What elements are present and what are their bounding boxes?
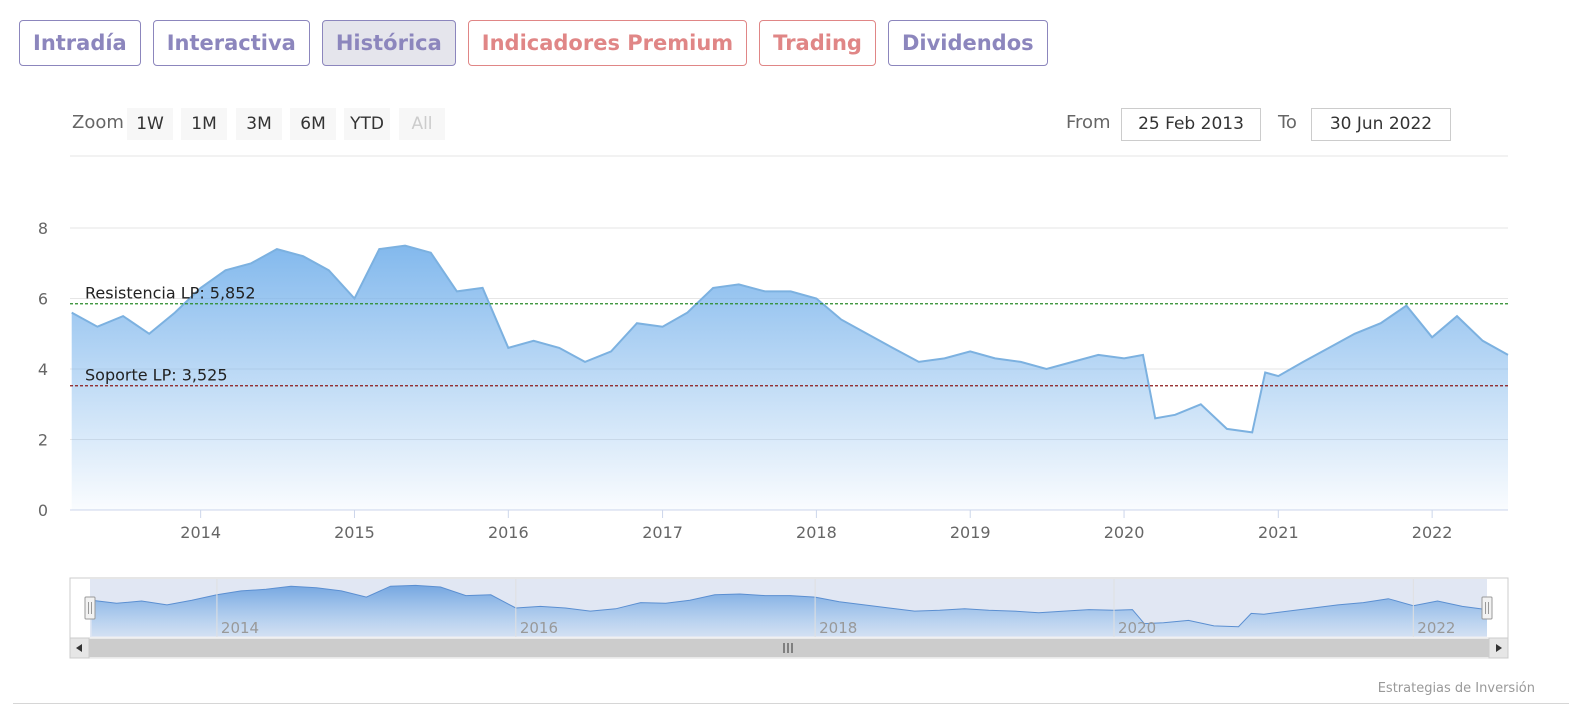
credits: Estrategias de Inversión <box>1377 681 1535 696</box>
to-date-input[interactable]: 30 Jun 2022 <box>1311 108 1451 141</box>
bottom-divider <box>13 703 1569 704</box>
x-tick-label: 2022 <box>1412 523 1453 542</box>
navigator-tick-label: 2020 <box>1118 619 1156 637</box>
x-tick-label: 2020 <box>1104 523 1145 542</box>
zoom-label: Zoom <box>72 112 124 133</box>
support-label: Soporte LP: 3,525 <box>85 366 228 385</box>
zoom-button-6m[interactable]: 6M <box>290 108 336 140</box>
from-label: From <box>1066 112 1111 133</box>
navigator[interactable]: 2014 2016 2018 2020 2022 <box>69 577 1509 639</box>
y-tick-label: 6 <box>38 290 48 309</box>
from-date-input[interactable]: 25 Feb 2013 <box>1121 108 1261 141</box>
x-tick-label: 2021 <box>1258 523 1299 542</box>
x-tick-label: 2019 <box>950 523 991 542</box>
series-area-fill <box>71 245 1509 510</box>
zoom-button-1w[interactable]: 1W <box>127 108 173 140</box>
to-label: To <box>1278 112 1297 133</box>
x-tick-label: 2017 <box>642 523 683 542</box>
navigator-tick-label: 2016 <box>520 619 558 637</box>
tab-trading[interactable]: Trading <box>759 20 876 66</box>
navigator-tick-label: 2018 <box>819 619 857 637</box>
tab-interactiva[interactable]: Interactiva <box>152 20 310 66</box>
zoom-button-3m[interactable]: 3M <box>236 108 282 140</box>
series-area <box>71 244 1509 510</box>
tab-bar: Intradía Interactiva Histórica Indicadores … <box>19 20 1048 66</box>
tab-intradía[interactable]: Intradía <box>19 20 141 66</box>
y-tick-label: 4 <box>38 360 48 379</box>
zoom-button-all[interactable]: All <box>399 108 445 140</box>
scroll-right-arrow[interactable] <box>1488 637 1509 659</box>
x-tick-label: 2014 <box>180 523 221 542</box>
y-tick-label: 0 <box>38 501 48 520</box>
zoom-button-1m[interactable]: 1M <box>181 108 227 140</box>
navigator-area <box>91 585 1488 636</box>
navigator-tick-label: 2014 <box>221 619 259 637</box>
y-tick-label: 2 <box>38 431 48 450</box>
annotations: Resistencia LP: 5,852 Soporte LP: 3,525 <box>70 284 1508 387</box>
scroll-left-arrow[interactable] <box>69 637 90 659</box>
series-line <box>71 244 1509 434</box>
x-axis-labels: 2014 2015 2016 2017 2018 2019 2020 2021 2022 <box>180 510 1452 542</box>
navigator-handle-right[interactable] <box>1481 596 1493 620</box>
navigator-tick-label: 2022 <box>1417 619 1455 637</box>
tab-indicadores-premium[interactable]: Indicadores Premium <box>467 20 748 66</box>
y-axis-labels: 0 2 4 6 8 <box>38 219 48 520</box>
tab-histórica[interactable]: Histórica <box>321 20 456 66</box>
navigator-handle-left[interactable] <box>84 596 96 620</box>
scrollbar-thumb[interactable] <box>89 639 1489 657</box>
tab-dividendos[interactable]: Dividendos <box>887 20 1048 66</box>
scrollbar[interactable] <box>69 637 1509 659</box>
resistance-label: Resistencia LP: 5,852 <box>85 284 256 303</box>
x-tick-label: 2018 <box>796 523 837 542</box>
zoom-button-ytd[interactable]: YTD <box>344 108 390 140</box>
y-tick-label: 8 <box>38 219 48 238</box>
x-tick-label: 2015 <box>334 523 375 542</box>
x-tick-label: 2016 <box>488 523 529 542</box>
